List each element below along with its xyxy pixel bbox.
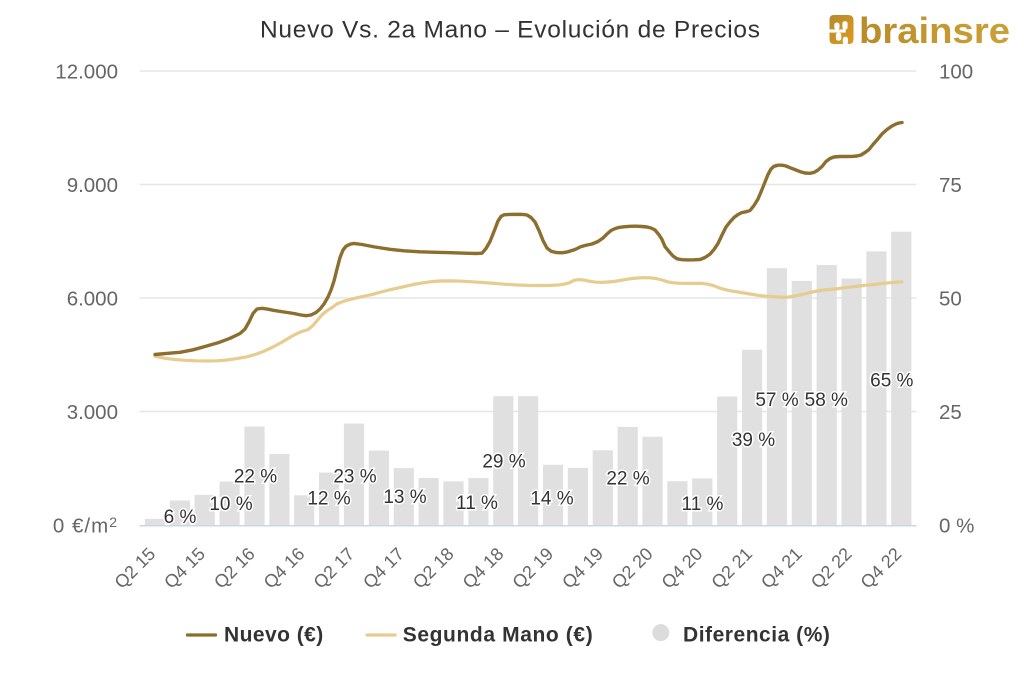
svg-text:50: 50 — [939, 287, 962, 310]
svg-text:57 %: 57 % — [755, 390, 798, 411]
svg-text:9.000: 9.000 — [67, 174, 118, 197]
svg-text:58 %: 58 % — [805, 390, 848, 411]
svg-text:13 %: 13 % — [383, 487, 426, 508]
svg-text:3.000: 3.000 — [67, 401, 118, 424]
svg-text:22 %: 22 % — [606, 468, 649, 489]
svg-text:65 %: 65 % — [870, 371, 913, 392]
svg-text:Nuevo (€): Nuevo (€) — [224, 624, 323, 647]
svg-text:39 %: 39 % — [732, 430, 775, 451]
svg-text:0 %: 0 % — [939, 514, 974, 537]
svg-text:23 %: 23 % — [333, 466, 376, 487]
svg-text:29 %: 29 % — [482, 451, 525, 472]
svg-text:Segunda Mano (€): Segunda Mano (€) — [403, 624, 593, 647]
svg-text:10 %: 10 % — [209, 494, 252, 515]
svg-text:Nuevo Vs. 2a Mano – Evolución: Nuevo Vs. 2a Mano – Evolución de Precios — [260, 16, 760, 43]
svg-text:14 %: 14 % — [530, 488, 573, 509]
svg-text:Diferencia (%): Diferencia (%) — [683, 624, 830, 647]
svg-text:25: 25 — [939, 401, 962, 424]
svg-text:75: 75 — [939, 174, 962, 197]
svg-text:0 €/m2: 0 €/m2 — [53, 514, 118, 538]
svg-text:11 %: 11 % — [682, 494, 724, 515]
svg-text:100: 100 — [939, 60, 973, 83]
svg-text:12.000: 12.000 — [55, 60, 118, 83]
svg-text:brainsre: brainsre — [859, 10, 1010, 51]
svg-text:11 %: 11 % — [456, 493, 498, 514]
svg-text:6 %: 6 % — [164, 507, 197, 528]
svg-text:12 %: 12 % — [307, 488, 350, 509]
svg-text:22 %: 22 % — [234, 466, 277, 487]
svg-text:6.000: 6.000 — [67, 287, 118, 310]
